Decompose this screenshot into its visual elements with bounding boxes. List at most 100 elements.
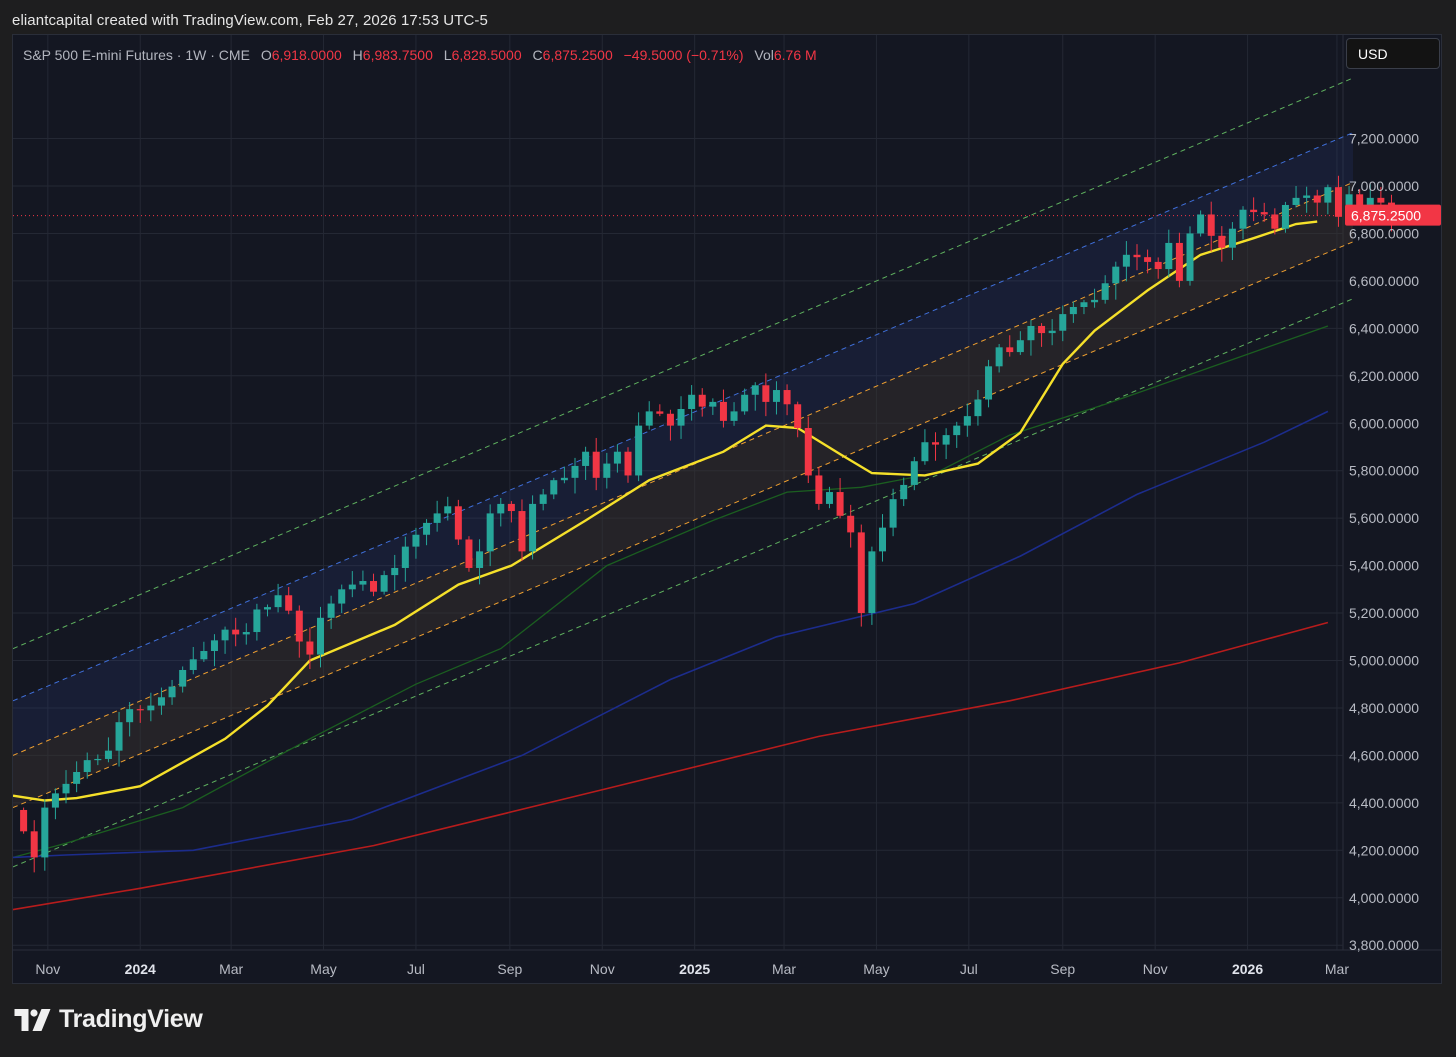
time-tick-label: Mar	[219, 961, 243, 977]
candle-up	[772, 390, 780, 402]
time-tick-label: 2024	[125, 961, 156, 977]
candle-up	[751, 385, 759, 395]
indicator-lines	[13, 77, 1354, 911]
price-tick-label: 4,400.0000	[1349, 795, 1419, 811]
candle-up	[147, 705, 155, 711]
candle-up	[635, 425, 643, 476]
candle-down	[847, 515, 855, 533]
candle-up	[274, 595, 282, 608]
candle-down	[136, 709, 144, 711]
candle-down	[295, 610, 303, 642]
candle-down	[1313, 195, 1321, 203]
candle-up	[168, 686, 176, 698]
candle-up	[1228, 228, 1236, 248]
candle-down	[794, 404, 802, 428]
candle-up	[560, 477, 568, 481]
candle-up	[910, 461, 918, 485]
candle-down	[1250, 209, 1258, 213]
candle-down	[1271, 214, 1279, 229]
candle-down	[232, 629, 240, 635]
channel-lower-outer-line	[13, 298, 1354, 868]
candle-down	[783, 390, 791, 405]
currency-button[interactable]: USD	[1346, 38, 1440, 69]
candle-up	[62, 783, 70, 794]
candle-up	[51, 793, 59, 808]
candle-up	[263, 607, 271, 610]
candle-up	[327, 603, 335, 618]
candle-down	[306, 641, 314, 655]
candle-up	[1303, 195, 1311, 198]
candle-up	[423, 522, 431, 535]
candle-up	[1197, 214, 1205, 234]
candle-down	[507, 503, 515, 512]
time-tick-label: Jul	[960, 961, 978, 977]
price-tick-label: 3,800.0000	[1349, 937, 1419, 953]
candle-down	[1377, 197, 1385, 203]
candle-down	[656, 411, 664, 414]
last-price-label: 6,875.2500	[1351, 208, 1421, 224]
candle-down	[1038, 325, 1046, 334]
candle-up	[126, 709, 134, 723]
candle-up	[94, 758, 102, 761]
candle-down	[20, 809, 28, 832]
candle-down	[1144, 257, 1152, 262]
price-tick-label: 5,000.0000	[1349, 653, 1419, 669]
candle-up	[645, 411, 653, 426]
candle-down	[1260, 212, 1268, 215]
candle-up	[868, 551, 876, 614]
candle-down	[454, 506, 462, 540]
candle-up	[115, 722, 123, 751]
time-tick-label: Mar	[1325, 961, 1349, 977]
candle-up	[1281, 204, 1289, 229]
open-value: 6,918.0000	[271, 47, 342, 63]
candle-up	[317, 617, 325, 655]
candle-down	[592, 451, 600, 478]
candle-down	[1154, 261, 1162, 270]
candle-up	[348, 584, 356, 590]
price-chart[interactable]: 7,200.0000 7,000.0000 6,800.0000 6,600.0000…	[13, 35, 1442, 984]
candle-up	[1324, 187, 1332, 203]
ma100-line	[13, 410, 1329, 859]
time-tick-label: Nov	[1143, 961, 1168, 977]
open-label: O	[260, 47, 272, 63]
candle-down	[370, 581, 378, 592]
chart-panel[interactable]: 7,200.0000 7,000.0000 6,800.0000 6,600.0000…	[12, 34, 1442, 984]
candle-down	[857, 532, 865, 614]
price-tick-label: 4,000.0000	[1349, 890, 1419, 906]
symbol-name: S&P 500 E-mini Futures · 1W · CME	[23, 47, 250, 63]
candle-down	[465, 539, 473, 568]
channel-upper-band	[13, 132, 1353, 756]
tradingview-logo[interactable]: TradingView	[14, 1005, 203, 1034]
candle-up	[889, 499, 897, 528]
candle-up	[730, 411, 738, 421]
candle-up	[582, 451, 590, 466]
candle-up	[688, 394, 696, 410]
candle-down	[836, 492, 844, 516]
price-axis: 7,200.0000 7,000.0000 6,800.0000 6,600.0000…	[1345, 131, 1441, 953]
candle-down	[719, 401, 727, 421]
price-tick-label: 6,800.0000	[1349, 225, 1419, 241]
candle-up	[1091, 299, 1099, 303]
candle-up	[1292, 197, 1300, 205]
time-tick-label: May	[310, 961, 336, 977]
candle-up	[942, 435, 950, 445]
candle-up	[825, 492, 833, 504]
tradingview-logo-icon	[14, 1008, 51, 1031]
low-label: L	[443, 47, 452, 63]
volume-label: Vol	[754, 47, 774, 63]
low-value: 6,828.5000	[451, 47, 522, 63]
candle-up	[709, 401, 717, 407]
channel-upper-outer-line	[13, 77, 1354, 650]
candle-up	[550, 480, 558, 495]
close-label: C	[532, 47, 543, 63]
candle-up	[1112, 266, 1120, 284]
candle-up	[401, 546, 409, 568]
price-tick-label: 7,000.0000	[1349, 178, 1419, 194]
price-tick-label: 5,200.0000	[1349, 605, 1419, 621]
price-tick-label: 6,200.0000	[1349, 368, 1419, 384]
time-tick-label: Nov	[35, 961, 60, 977]
candle-up	[995, 347, 1003, 367]
attribution-text: eliantcapital created with TradingView.c…	[12, 12, 488, 29]
time-tick-label: Jul	[407, 961, 425, 977]
price-tick-label: 6,600.0000	[1349, 273, 1419, 289]
